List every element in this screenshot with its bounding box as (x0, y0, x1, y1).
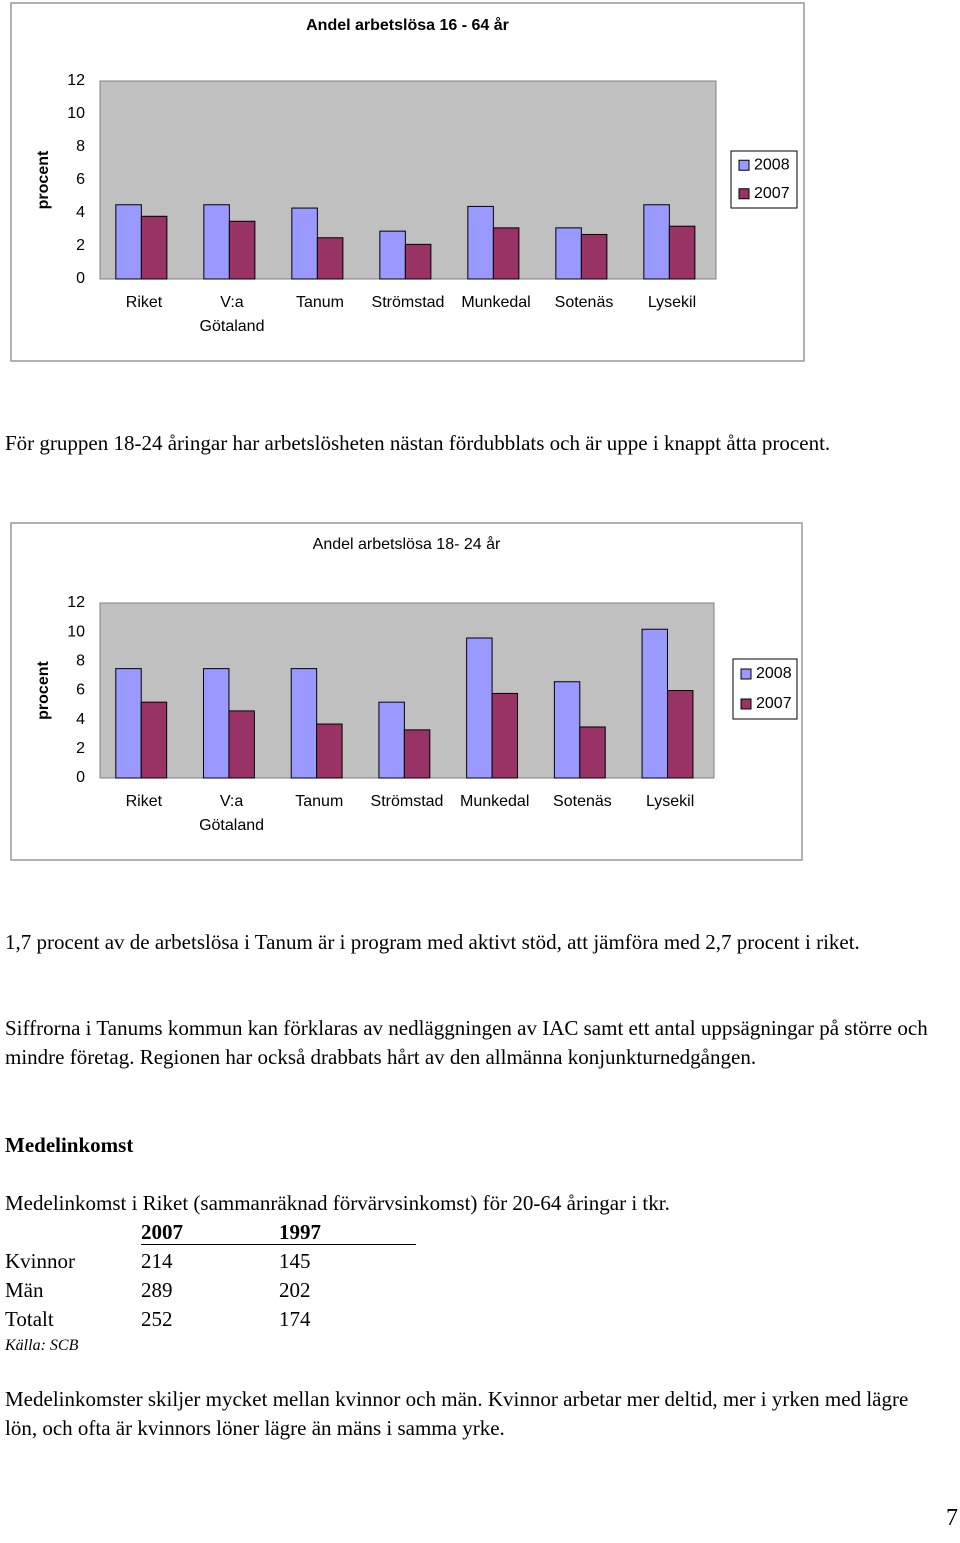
cell: 145 (279, 1249, 311, 1273)
source: Källa: SCB (5, 1337, 79, 1354)
paragraph: Medelinkomst i Riket (sammanräknad förvä… (5, 1191, 670, 1215)
bar (404, 243, 432, 280)
x-tick-label: V:a Götaland (199, 294, 265, 335)
y-tick-label: 12 (67, 594, 85, 611)
bar (140, 215, 168, 280)
legend-label: 2008 (754, 156, 790, 173)
bar (379, 230, 406, 280)
chart-title: Andel arbetslösa 16 - 64 år (306, 16, 509, 34)
bar (643, 204, 670, 280)
x-tick-label: Lysekil (647, 294, 697, 311)
bar (228, 710, 255, 779)
legend-swatch (740, 698, 752, 710)
cell: 202 (279, 1278, 311, 1302)
bar (290, 668, 318, 779)
bar (553, 681, 581, 779)
legend-swatch (738, 188, 750, 200)
row-label: Kvinnor (5, 1249, 75, 1273)
bar (115, 204, 142, 280)
header-underline (141, 1244, 416, 1245)
paragraph: 1,7 procent av de arbetslösa i Tanum är … (5, 930, 860, 954)
y-tick-label: 0 (76, 270, 85, 287)
bar (641, 628, 669, 779)
x-tick-label: Sotenäs (554, 294, 614, 311)
legend-label: 2007 (756, 695, 792, 712)
legend-label: 2007 (754, 185, 790, 202)
x-tick-label: Lysekil (645, 793, 695, 810)
legend-swatch (740, 668, 752, 680)
x-tick-label: Munkedal (460, 793, 530, 810)
bar (492, 227, 520, 280)
x-tick-label: Tanum (295, 793, 344, 810)
bar (316, 723, 343, 779)
x-tick-label: Sotenäs (553, 793, 612, 810)
y-tick-label: 12 (67, 72, 85, 89)
y-tick-label: 8 (76, 138, 85, 155)
bar (403, 729, 431, 779)
cell: 289 (141, 1278, 173, 1302)
legend-label: 2008 (756, 665, 792, 682)
bar (555, 227, 582, 280)
cell: 174 (279, 1307, 311, 1331)
bar (579, 726, 606, 779)
bar (140, 701, 168, 779)
y-tick-label: 2 (76, 237, 85, 254)
bar (228, 220, 256, 280)
cell: 252 (141, 1307, 173, 1331)
y-axis-label: procent (35, 150, 52, 209)
y-axis-label: procent (35, 660, 52, 719)
bar (580, 233, 608, 280)
y-tick-label: 0 (76, 769, 85, 786)
bar (316, 237, 344, 280)
bar (378, 701, 405, 779)
row-label: Män (5, 1278, 44, 1302)
chart-title: Andel arbetslösa 18- 24 år (313, 535, 501, 553)
y-tick-label: 2 (76, 740, 85, 757)
bar (491, 692, 519, 779)
x-tick-label: Strömstad (370, 793, 444, 810)
x-tick-label: Strömstad (371, 294, 445, 311)
bar (203, 668, 230, 779)
legend-swatch (738, 159, 750, 171)
column-header: 1997 (279, 1220, 321, 1244)
bar (291, 207, 318, 280)
paragraph: För gruppen 18-24 åringar har arbetslösh… (5, 431, 831, 455)
y-tick-label: 10 (67, 105, 85, 122)
cell: 214 (141, 1249, 173, 1273)
bar (115, 668, 142, 779)
bar (467, 205, 494, 280)
y-tick-label: 6 (76, 682, 85, 699)
bar (203, 204, 230, 280)
x-tick-label: V:a Götaland (199, 793, 265, 834)
y-tick-label: 6 (76, 171, 85, 188)
bar (667, 690, 694, 779)
y-tick-label: 4 (76, 711, 85, 728)
y-tick-label: 10 (67, 623, 85, 640)
x-tick-label: Munkedal (461, 294, 531, 311)
charts: Andel arbetslösa 16 - 64 år 0 2 4 6 8 10 12 proc… (10, 2, 805, 861)
y-tick-label: 8 (76, 653, 85, 670)
bar (668, 225, 696, 280)
bar (466, 637, 493, 779)
paragraph: Medelinkomster skiljer mycket mellan kvi… (5, 1387, 909, 1440)
x-tick-label: Riket (125, 793, 163, 810)
page-number: 7 (946, 1505, 958, 1531)
x-tick-label: Tanum (295, 294, 345, 311)
row-label: Totalt (5, 1307, 54, 1331)
x-tick-label: Riket (125, 294, 163, 311)
column-header: 2007 (141, 1220, 183, 1244)
heading: Medelinkomst (5, 1133, 134, 1157)
y-tick-label: 4 (76, 204, 85, 221)
paragraph: Siffrorna i Tanums kommun kan förklaras … (5, 1016, 928, 1069)
